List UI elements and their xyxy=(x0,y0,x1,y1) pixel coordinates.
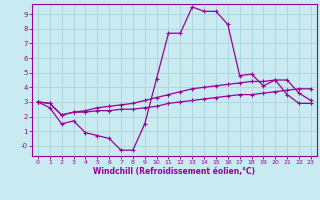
X-axis label: Windchill (Refroidissement éolien,°C): Windchill (Refroidissement éolien,°C) xyxy=(93,167,255,176)
